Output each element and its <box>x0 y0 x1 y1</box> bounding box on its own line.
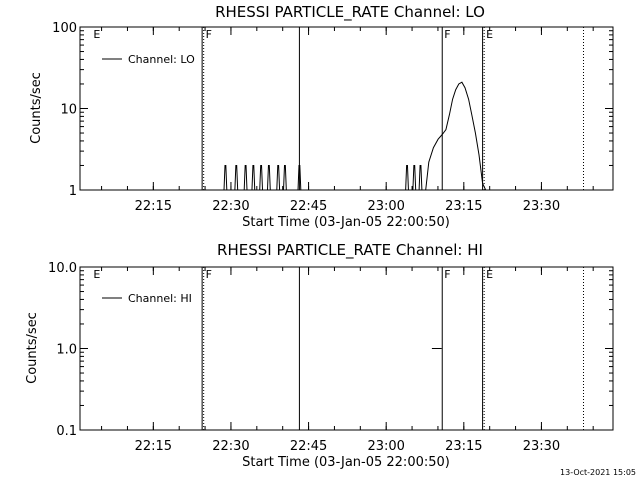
marker-label: F <box>444 268 450 281</box>
data-spike <box>405 164 409 191</box>
data-spike <box>223 164 228 191</box>
panel-hi: RHESSI PARTICLE_RATE Channel: HI Counts/… <box>25 241 614 470</box>
data-spike <box>276 164 281 191</box>
x-tick-label: 23:15 <box>445 199 482 214</box>
data-spike <box>297 164 302 191</box>
data-series <box>223 81 487 191</box>
data-spike <box>251 164 256 191</box>
chart-title: RHESSI PARTICLE_RATE Channel: LO <box>215 3 485 22</box>
marker-label: E <box>93 28 100 41</box>
y-tick-label: 0.1 <box>56 424 77 439</box>
data-line <box>425 81 487 191</box>
x-tick-label: 23:00 <box>367 439 404 454</box>
legend: Channel: HI <box>102 292 192 305</box>
data-spike <box>283 164 287 191</box>
x-tick-label: 22:15 <box>135 439 172 454</box>
x-tick-label: 22:45 <box>290 199 327 214</box>
marker-label: E <box>486 268 493 281</box>
y-tick-label: 10.0 <box>48 261 77 276</box>
data-spike <box>418 164 423 191</box>
marker-label: F <box>206 268 212 281</box>
x-axis-label: Start Time (03-Jan-05 22:00:50) <box>242 455 450 470</box>
x-tick-label: 23:30 <box>523 199 560 214</box>
y-tick-label: 100 <box>52 21 77 36</box>
y-tick-label: 10 <box>60 103 77 118</box>
x-tick-label: 23:15 <box>445 439 482 454</box>
data-spike <box>243 164 248 191</box>
ticks: 0.1 1.0 10.0 22:15 22:30 22:45 23:00 23:15 23:30 <box>48 261 613 454</box>
y-tick-label: 1 <box>69 184 77 199</box>
panel-lo: RHESSI PARTICLE_RATE Channel: LO Counts/… <box>29 3 614 230</box>
chart-title: RHESSI PARTICLE_RATE Channel: HI <box>217 241 483 260</box>
marker-label: E <box>486 28 493 41</box>
data-spike <box>412 164 417 191</box>
x-axis-label: Start Time (03-Jan-05 22:00:50) <box>242 215 450 230</box>
x-tick-label: 22:30 <box>212 199 249 214</box>
marker-label: F <box>206 28 212 41</box>
y-axis-label: Counts/sec <box>29 72 44 144</box>
data-spike <box>259 164 264 191</box>
y-axis-label: Counts/sec <box>25 312 40 384</box>
x-tick-label: 22:45 <box>290 439 327 454</box>
y-tick-label: 1.0 <box>56 343 77 358</box>
legend-label: Channel: HI <box>128 292 192 305</box>
data-spike <box>234 164 239 191</box>
marker-label: F <box>444 28 450 41</box>
legend: Channel: LO <box>102 53 195 66</box>
ticks: 1 10 100 22:15 22:30 22:45 23:00 23:15 23:30 <box>52 21 613 214</box>
x-tick-label: 22:30 <box>212 439 249 454</box>
marker-label: E <box>93 268 100 281</box>
x-tick-label: 23:30 <box>523 439 560 454</box>
legend-label: Channel: LO <box>128 53 195 66</box>
data-spike <box>266 164 271 191</box>
x-tick-label: 23:00 <box>367 199 404 214</box>
footer-timestamp: 13-Oct-2021 15:05 <box>560 468 636 477</box>
x-tick-label: 22:15 <box>135 199 172 214</box>
